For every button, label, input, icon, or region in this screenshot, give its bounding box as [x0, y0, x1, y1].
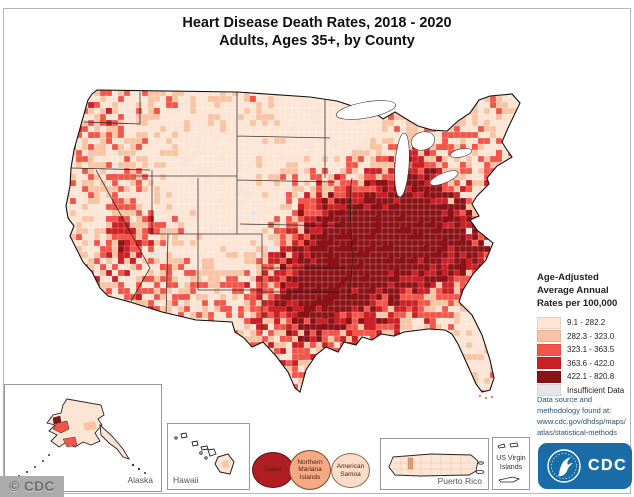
- inset-alaska: Alaska: [4, 384, 162, 492]
- image-border: [3, 8, 631, 494]
- inset-label-usvi: US Virgin Islands: [496, 455, 526, 471]
- florida-keys: [479, 395, 493, 399]
- state-borders: [70, 92, 353, 334]
- source-note-line: www.cdc.gov/dhdsp/maps/: [537, 417, 626, 426]
- legend-title-line: Age-Adjusted: [537, 272, 599, 283]
- legend-swatch: [537, 370, 561, 383]
- lake-michigan: [394, 132, 410, 198]
- page-title: Heart Disease Death Rates, 2018 - 2020 A…: [0, 14, 634, 50]
- source-note-line: atlas/statistical-methods: [537, 428, 618, 437]
- territory-label: Northern: [297, 458, 323, 466]
- source-note-line: methodology found at:: [537, 406, 612, 415]
- inset-hawaii: Hawaii: [167, 423, 250, 490]
- puerto-rico-map: [388, 453, 485, 477]
- territory-label: American: [336, 463, 365, 470]
- hawaii-map: [174, 432, 235, 475]
- territory-guam: Guam: [252, 452, 294, 488]
- legend-item: 9.1 - 282.2: [537, 316, 632, 330]
- inset-label-alaska: Alaska: [127, 475, 153, 485]
- legend-label: 9.1 - 282.2: [567, 318, 606, 328]
- legend-item: 323.1 - 363.5: [537, 343, 632, 357]
- legend-item: 363.6 - 422.0: [537, 357, 632, 371]
- legend-label: 323.1 - 363.5: [567, 345, 615, 355]
- territory-label: Islands: [299, 473, 321, 481]
- source-note: Data source and methodology found at: ww…: [537, 394, 632, 438]
- legend-swatch: [537, 343, 561, 356]
- legend-item: 422.1 - 820.8: [537, 370, 632, 384]
- title-line-1: Heart Disease Death Rates, 2018 - 2020: [182, 15, 452, 31]
- legend-swatch: [537, 330, 561, 343]
- cdc-watermark: © CDC: [0, 476, 64, 497]
- cdc-logo-text: CDC: [588, 457, 628, 474]
- territory-label: Samoa: [340, 470, 361, 478]
- legend-label: 422.1 - 820.8: [567, 372, 615, 382]
- legend-title-line: Average Annual: [537, 285, 609, 296]
- map-legend: Age-Adjusted Average Annual Rates per 10…: [537, 271, 632, 397]
- alaska-map: [12, 398, 146, 480]
- county-cells: [66, 90, 520, 392]
- legend-item: 282.3 - 323.0: [537, 330, 632, 344]
- lake-ontario: [449, 148, 473, 158]
- legend-label: 363.6 - 422.0: [567, 358, 615, 368]
- great-lakes: [336, 100, 473, 198]
- usvi-map: [497, 442, 521, 483]
- territory-label: Mariana: [298, 466, 322, 474]
- territory-american-samoa: American Samoa: [331, 453, 370, 488]
- legend-swatch: [537, 357, 561, 370]
- title-line-2: Adults, Ages 35+, by County: [219, 33, 415, 49]
- inset-puerto-rico: Puerto Rico: [380, 438, 489, 490]
- lake-superior: [336, 100, 396, 120]
- legend-swatch: [537, 384, 561, 397]
- source-note-line: Data source and: [537, 395, 593, 404]
- us-map-outline: [65, 89, 521, 393]
- lake-huron: [410, 131, 436, 151]
- hhs-eagle-icon: [547, 449, 581, 483]
- territory-label: Guam: [264, 466, 282, 474]
- territory-northern-mariana-islands: Northern Mariana Islands: [289, 450, 331, 490]
- legend-item: Insufficient Data: [537, 384, 632, 398]
- lake-erie: [429, 170, 459, 186]
- inset-label-hawaii: Hawaii: [173, 475, 199, 485]
- cdc-hhs-logo: CDC: [538, 443, 632, 489]
- legend-rows: 9.1 - 282.2 282.3 - 323.0 323.1 - 363.5 363…: [537, 316, 632, 397]
- legend-label: Insufficient Data: [567, 385, 625, 395]
- inset-us-virgin-islands: US Virgin Islands: [492, 437, 530, 490]
- legend-swatch: [537, 316, 561, 329]
- legend-title-line: Rates per 100,000: [537, 298, 618, 309]
- legend-label: 282.3 - 323.0: [567, 331, 615, 341]
- inset-label-puerto-rico: Puerto Rico: [437, 476, 482, 486]
